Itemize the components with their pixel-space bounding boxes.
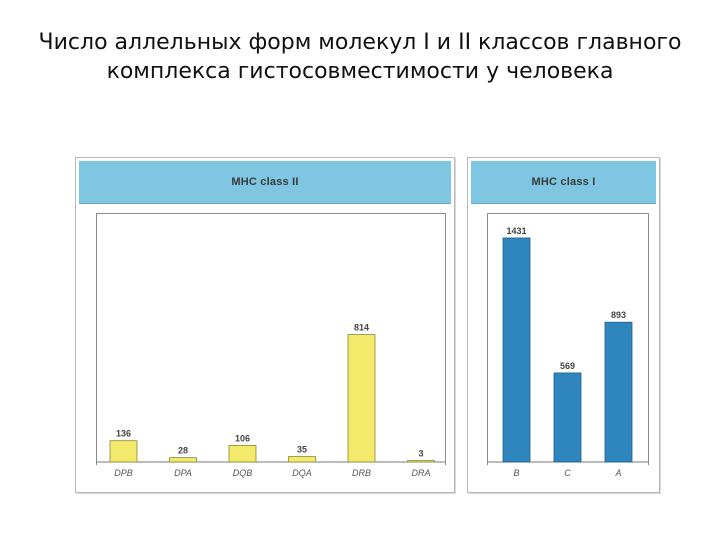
mhc-class-i-bar-a — [604, 321, 633, 463]
mhc-class-i-value-label-a: 893 — [611, 310, 626, 320]
mhc-class-ii-bar-dpb — [109, 440, 138, 463]
mhc-class-ii-value-label-dqa: 35 — [297, 445, 307, 455]
mhc-class-ii-chart: 136 DPB 28 DPA 106 DQB 35 DQA 814 DRB 3 DRA — [96, 323, 445, 478]
mhc-class-ii-value-label-dra: 3 — [418, 449, 423, 459]
mhc-class-i-category-label-a: A — [614, 468, 621, 478]
mhc-class-ii-category-label-dqb: DQB — [233, 468, 253, 478]
slide-title-line-2: комплекса гистосовместимости у человека — [106, 59, 614, 84]
mhc-class-ii-category-label-dra: DRA — [411, 468, 430, 478]
mhc-class-i-chart: 1431 B 569 C 893 A — [487, 226, 648, 478]
mhc-class-ii-category-label-drb: DRB — [352, 468, 371, 478]
mhc-class-ii-panel: MHC class II 136 DPB 28 DPA 106 DQB 35 DQA 814 DR… — [75, 157, 455, 493]
mhc-class-i-panel: MHC class I 1431 B 569 C 893 A — [467, 157, 660, 493]
mhc-class-ii-header: MHC class II — [79, 161, 451, 204]
mhc-class-ii-value-label-dpa: 28 — [178, 446, 188, 456]
mhc-class-ii-value-label-dpb: 136 — [116, 429, 131, 439]
mhc-class-ii-bar-drb — [347, 334, 376, 463]
mhc-class-ii-value-label-drb: 814 — [354, 323, 369, 333]
mhc-class-ii-bar-dqa — [288, 456, 316, 463]
mhc-class-ii-category-label-dpa: DPA — [174, 468, 192, 478]
mhc-class-ii-category-label-dqa: DQA — [292, 468, 312, 478]
mhc-class-i-category-label-b: B — [513, 468, 519, 478]
mhc-class-i-bar-b — [502, 237, 531, 463]
mhc-class-ii-plot-frame — [96, 213, 446, 465]
slide-title-line-1: Число аллельных форм молекул I и II клас… — [38, 30, 682, 55]
slide-title: Число аллельных форм молекул I и II клас… — [20, 28, 700, 86]
mhc-class-ii-bar-dqb — [228, 445, 257, 463]
mhc-class-i-category-label-c: C — [564, 468, 571, 478]
mhc-class-i-value-label-b: 1431 — [506, 226, 526, 236]
mhc-class-ii-value-label-dqb: 106 — [235, 433, 250, 443]
mhc-class-ii-category-label-dpb: DPB — [114, 468, 133, 478]
mhc-class-i-header: MHC class I — [471, 161, 656, 204]
mhc-class-i-plot-frame — [487, 213, 649, 465]
mhc-class-i-bar-c — [553, 372, 582, 463]
mhc-class-ii-bar-dpa — [169, 457, 197, 463]
mhc-class-ii-bar-dra — [407, 460, 435, 463]
mhc-class-i-value-label-c: 569 — [560, 361, 575, 371]
